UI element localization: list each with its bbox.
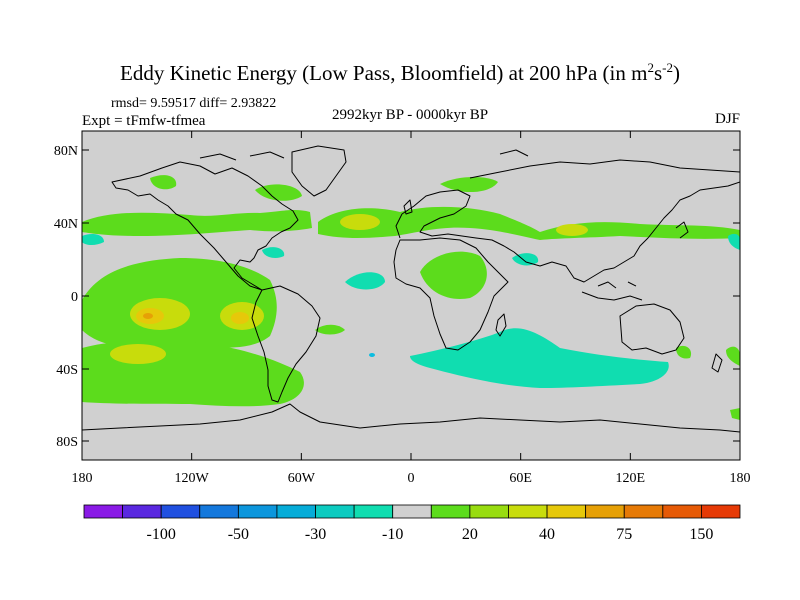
colorbar-label: -50 (228, 526, 249, 543)
lat-tick-label: 0 (71, 290, 78, 305)
map-title: Eddy Kinetic Energy (Low Pass, Bloomfiel… (120, 60, 680, 85)
new-zealand-coast (711, 353, 723, 373)
colorbar-swatch (353, 504, 394, 519)
lat-tick-label: 40S (56, 363, 78, 378)
colorbar-label: -30 (305, 526, 326, 543)
lon-tick-label: 120E (616, 471, 646, 486)
north-atlantic-band (318, 206, 740, 240)
colorbar-swatch (430, 504, 471, 519)
greenland-coast (291, 145, 347, 197)
strong-negative (369, 353, 375, 357)
colorbar-swatch (701, 504, 741, 519)
latitude-axis: 80N 40N 0 40S 80S (54, 144, 740, 450)
colorbar-swatch (237, 504, 278, 519)
east-pacific-south-patch (726, 346, 740, 366)
far-south-patch (730, 408, 740, 420)
colorbar-swatch (469, 504, 509, 519)
colorbar-swatch (83, 504, 123, 519)
colorbar-swatch (508, 504, 548, 519)
longitude-axis: 180 120W 60W 0 60E 120E 180 (72, 131, 751, 486)
japan-coast (675, 221, 689, 239)
arctic-islands (199, 149, 529, 161)
lon-tick-label: 0 (408, 471, 415, 486)
lon-tick-label: 120W (175, 471, 210, 486)
north-america-coast (111, 161, 299, 291)
period-label: 2992kyr BP - 0000kyr BP (331, 107, 489, 123)
arctic-patch-b (255, 184, 302, 201)
season-label: DJF (714, 111, 740, 127)
colorbar-swatch (276, 504, 316, 519)
gulf-patch (262, 247, 285, 258)
antarctica-coast (82, 403, 740, 433)
peak-positive (143, 313, 153, 319)
lat-tick-label: 80N (54, 144, 78, 159)
colorbar-swatch (392, 504, 432, 519)
anomaly-field (82, 145, 740, 433)
colorbar-label: 150 (689, 526, 713, 543)
south-america-coast (251, 285, 321, 403)
lat-tick-label: 40N (54, 217, 78, 232)
west-pacific-patch (728, 233, 740, 250)
australia-coast (619, 303, 685, 355)
stats-text: rmsd= 9.59517 diff= 2.93822 (111, 96, 277, 111)
colorbar-label: 20 (462, 526, 478, 543)
eurasia-coast (395, 181, 740, 283)
arctic-patch-a (150, 175, 177, 190)
colorbar: -100 -50 -30 -10 20 40 75 150 (83, 504, 741, 543)
colorbar-swatch (122, 504, 162, 519)
coastlines (82, 145, 740, 433)
lon-tick-label: 180 (72, 471, 93, 486)
lat-tick-label: 80S (56, 435, 78, 450)
south-atlantic-patch (315, 324, 345, 335)
colorbar-swatch (315, 504, 355, 519)
colorbar-swatch (546, 504, 587, 519)
siberia-coast (469, 159, 740, 179)
arctic-patch-c (440, 177, 498, 193)
colorbar-swatch (662, 504, 702, 519)
colorbar-label: -10 (382, 526, 403, 543)
lon-tick-label: 60E (509, 471, 532, 486)
colorbar-label: 40 (539, 526, 555, 543)
indian-ocean-band (410, 328, 669, 388)
north-pacific-band (82, 210, 312, 236)
uk-coast (403, 199, 413, 215)
lon-tick-label: 60W (288, 471, 316, 486)
colorbar-swatch (199, 504, 239, 519)
tropical-atlantic-patch (345, 272, 385, 290)
indonesia-coast (581, 281, 643, 301)
colorbar-swatch (623, 504, 664, 519)
africa-coast (393, 237, 509, 351)
north-pacific-west-patch (82, 234, 104, 245)
colorbar-swatch (585, 504, 625, 519)
lon-tick-label: 180 (730, 471, 751, 486)
experiment-label: Expt = tFmfw-tfmea (82, 113, 206, 129)
africa-patch (420, 251, 487, 299)
colorbar-label: 75 (616, 526, 632, 543)
colorbar-swatch (160, 504, 201, 519)
colorbar-label: -100 (147, 526, 176, 543)
madagascar-coast (495, 313, 507, 337)
australia-patch (676, 345, 692, 359)
